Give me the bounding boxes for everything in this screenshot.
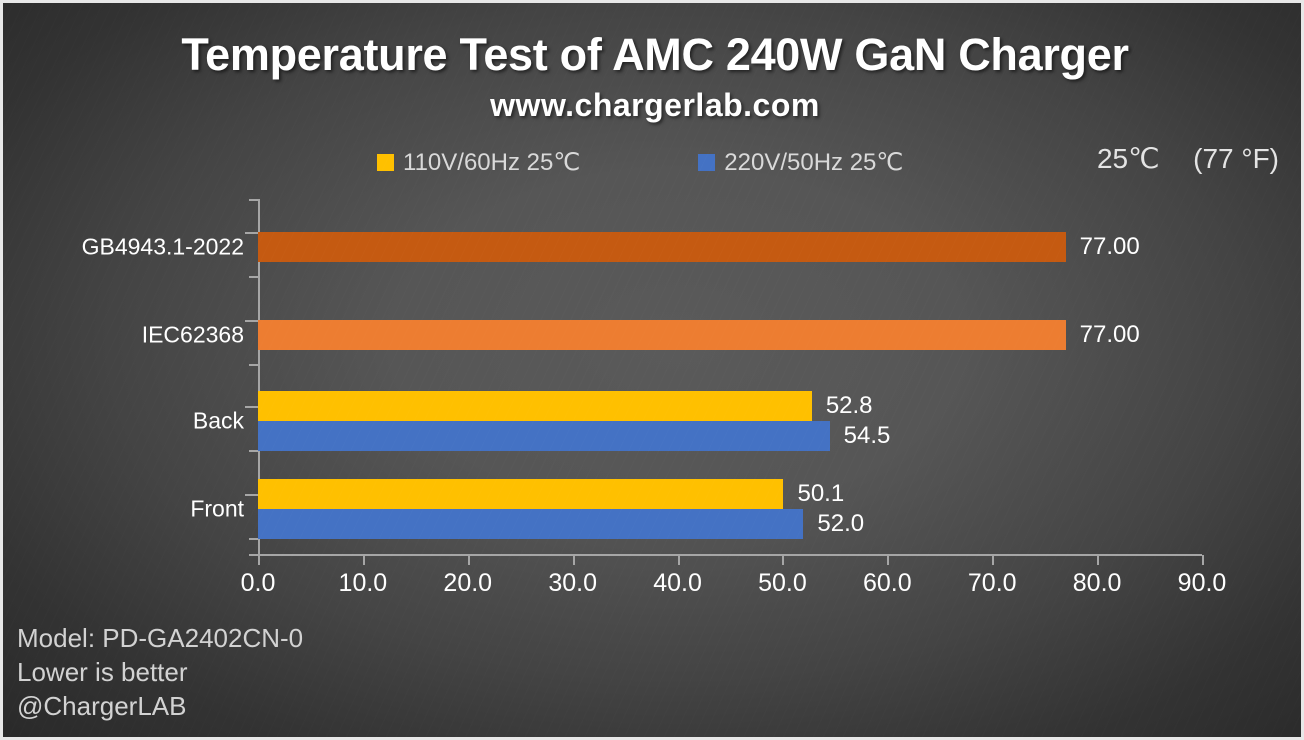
category-label-back: Back xyxy=(192,407,244,434)
x-axis-tick-label: 60.0 xyxy=(862,569,912,597)
y-axis-line xyxy=(258,199,260,555)
bar-value-label: 77.00 xyxy=(1079,233,1140,260)
bar-value-label: 77.00 xyxy=(1079,321,1140,348)
x-axis-tick-label: 70.0 xyxy=(967,569,1017,597)
y-axis-tick-minor xyxy=(249,364,258,366)
legend-swatch-icon xyxy=(698,154,716,171)
x-axis-tick-label: 80.0 xyxy=(1072,569,1122,597)
bar-value-label: 52.8 xyxy=(825,392,873,419)
x-axis-tick-label: 20.0 xyxy=(443,569,493,597)
y-axis-tick-major xyxy=(245,406,258,408)
chart-legend: 110V/60Hz 25℃ 220V/50Hz 25℃ xyxy=(377,148,903,177)
x-axis-tick-label: 30.0 xyxy=(548,569,597,597)
x-axis-tick xyxy=(467,555,470,565)
legend-label: 220V/50Hz 25℃ xyxy=(724,149,904,176)
y-axis-tick-minor xyxy=(249,199,258,201)
x-axis-tick xyxy=(887,555,890,565)
bar-iec62368 xyxy=(258,320,1066,350)
x-axis-tick xyxy=(677,555,680,565)
bar-front xyxy=(258,479,784,509)
ambient-fahrenheit: (77 °F) xyxy=(1193,143,1279,174)
x-axis-tick xyxy=(258,555,260,565)
x-axis-tick-label: 40.0 xyxy=(653,569,702,597)
x-axis-tick xyxy=(362,555,365,565)
y-axis-tick-major xyxy=(245,494,258,496)
chart-plot-area: 0.0 10.0 20.0 30.0 40.0 50.0 60.0 70.0 80.0 90.0 … xyxy=(82,199,1226,597)
page-title: Temperature Test of AMC 240W GaN Charger xyxy=(181,29,1129,80)
x-axis-tick xyxy=(782,555,785,565)
bar-back xyxy=(258,421,830,451)
ambient-celsius: 25℃ xyxy=(1096,143,1160,174)
x-axis-tick-label: 50.0 xyxy=(758,569,807,597)
ambient-temperature-annotation: 25℃ (77 °F) xyxy=(1097,142,1279,175)
x-axis-tick xyxy=(572,555,575,565)
x-axis-tick xyxy=(1202,555,1204,565)
y-axis-tick-minor xyxy=(249,538,258,540)
y-axis-tick-major xyxy=(245,320,258,322)
legend-item-series-220v: 220V/50Hz 25℃ xyxy=(698,148,903,177)
y-axis-tick-minor xyxy=(249,450,258,452)
bar-value-label: 52.0 xyxy=(817,510,865,537)
x-axis-line xyxy=(258,554,1202,556)
footer-notes: Model: PD-GA2402CN-0 Lower is better @Ch… xyxy=(17,621,303,723)
y-axis-tick-minor xyxy=(249,276,258,278)
category-label-gb4943-1-2022: GB4943.1-2022 xyxy=(81,233,244,260)
category-label-iec62368: IEC62368 xyxy=(141,321,244,348)
x-axis-tick-label: 10.0 xyxy=(338,569,388,597)
y-axis-tick-major xyxy=(245,232,258,234)
y-axis-tick-minor xyxy=(249,554,258,556)
bar-value-label: 50.1 xyxy=(797,480,845,507)
x-axis-tick xyxy=(1097,555,1100,565)
bar-value-label: 54.5 xyxy=(843,422,891,449)
footer-handle: @ChargerLAB xyxy=(17,691,187,721)
bar-back xyxy=(258,391,812,421)
category-label-front: Front xyxy=(190,495,244,522)
bar-gb4943-1-2022 xyxy=(258,232,1066,262)
x-axis-tick-label: 0.0 xyxy=(240,569,276,597)
legend-label: 110V/60Hz 25℃ xyxy=(403,149,581,176)
bar-front xyxy=(258,509,804,539)
x-axis-tick-label: 90.0 xyxy=(1177,569,1227,597)
page-subtitle: www.chargerlab.com xyxy=(490,87,820,123)
footer-note: Lower is better xyxy=(17,657,188,687)
legend-swatch-icon xyxy=(377,154,394,171)
x-axis-tick xyxy=(992,555,995,565)
legend-item-series-110v: 110V/60Hz 25℃ xyxy=(377,148,580,177)
footer-model: Model: PD-GA2402CN-0 xyxy=(17,623,304,653)
